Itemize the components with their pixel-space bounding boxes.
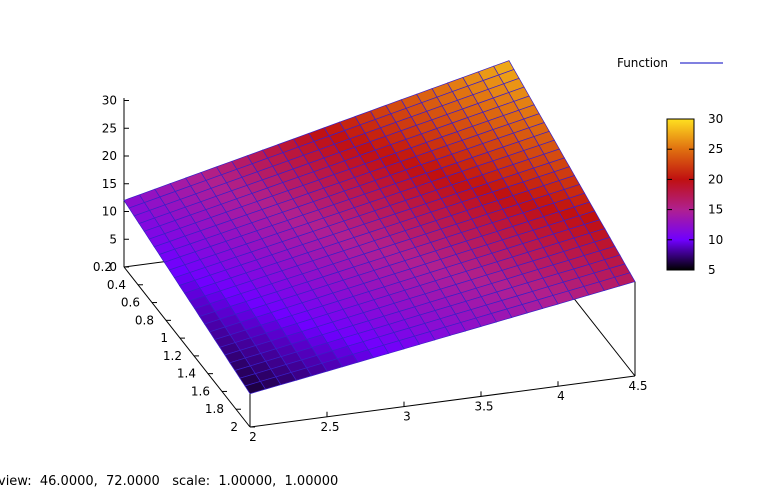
y-tick-label: 1.4: [177, 367, 196, 381]
legend: Function: [617, 56, 723, 70]
z-tick-label: 15: [102, 177, 117, 191]
z-tick-label: 5: [109, 232, 117, 246]
y-tick-label: 1: [160, 331, 168, 345]
x-axis-line: [249, 375, 636, 428]
y-tick-label: 2: [230, 420, 238, 434]
colorbox-tick-label: 10: [708, 233, 723, 247]
y-tick-label: 0.6: [121, 296, 140, 310]
y-tick-label: 1.8: [205, 402, 224, 416]
colorbox-tick-label: 5: [708, 263, 716, 277]
colorbox-tick-label: 25: [708, 142, 723, 156]
y-tick-label: 0.2: [93, 260, 112, 274]
legend-label: Function: [617, 56, 668, 70]
z-tick-label: 20: [102, 149, 117, 163]
surface-mesh: [123, 60, 636, 395]
z-tick-label: 0: [109, 260, 117, 274]
axis-ticks: 22.533.544.50.20.40.60.811.21.41.61.8205…: [93, 94, 648, 445]
view-values: 46.0000, 72.0000: [39, 474, 160, 489]
y-tick-label: 0.4: [107, 278, 126, 292]
x-tick-label: 2: [249, 430, 257, 444]
scale-label: scale:: [172, 474, 211, 489]
status-line: view: 46.0000, 72.0000 scale: 1.00000, 1…: [0, 474, 338, 489]
y-tick-label: 1.6: [191, 384, 210, 398]
z-tick-label: 25: [102, 121, 117, 135]
x-tick-label: 3: [403, 410, 411, 424]
color-box-gradient: [666, 118, 695, 271]
x-tick-label: 3.5: [474, 399, 493, 413]
y-tick-label: 0.8: [135, 313, 154, 327]
z-tick-label: 10: [102, 205, 117, 219]
x-tick-label: 2.5: [320, 420, 339, 434]
colorbox-tick-label: 30: [708, 112, 723, 126]
y-axis-line: [123, 266, 251, 428]
color-box: 5 10 15 20 25 30: [666, 112, 723, 277]
z-tick-label: 30: [102, 94, 117, 108]
x-tick-label: 4: [557, 389, 565, 403]
view-label: view:: [0, 474, 32, 489]
x-tick-label: 4.5: [628, 379, 647, 393]
colorbox-tick-label: 15: [708, 203, 723, 217]
y-tick-label: 1.2: [163, 349, 182, 363]
surface-cell: [244, 380, 266, 395]
scale-values: 1.00000, 1.00000: [218, 474, 339, 489]
colorbox-tick-label: 20: [708, 172, 723, 186]
